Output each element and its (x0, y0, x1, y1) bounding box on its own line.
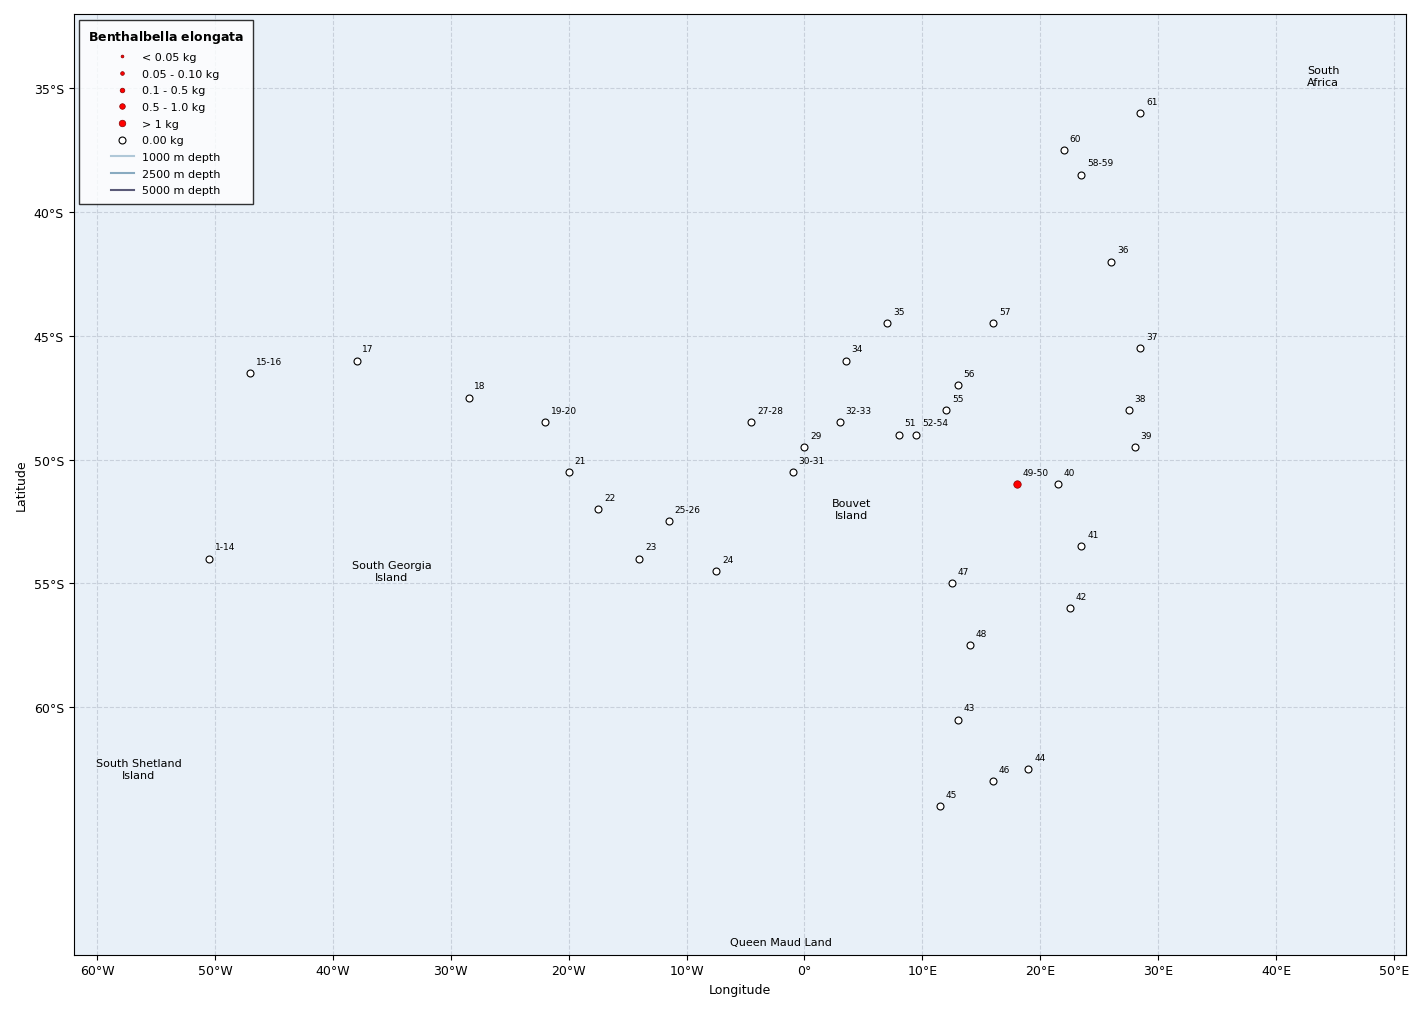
Text: 48: 48 (975, 629, 987, 638)
Text: 49-50: 49-50 (1022, 468, 1048, 477)
Text: 51: 51 (904, 419, 915, 428)
Text: 32-33: 32-33 (846, 406, 871, 416)
Text: 42: 42 (1075, 592, 1087, 602)
Text: South
Africa: South Africa (1306, 66, 1339, 88)
Text: South Shetland
Island: South Shetland Island (96, 758, 181, 780)
Text: 27-28: 27-28 (757, 406, 783, 416)
Text: 34: 34 (851, 345, 863, 354)
Text: 40: 40 (1064, 468, 1075, 477)
Text: 30-31: 30-31 (799, 456, 824, 465)
Text: 21: 21 (575, 456, 586, 465)
Text: 17: 17 (362, 345, 374, 354)
Text: 18: 18 (475, 382, 486, 391)
Text: 1-14: 1-14 (215, 543, 235, 552)
Text: 24: 24 (722, 555, 733, 564)
Text: 19-20: 19-20 (550, 406, 578, 416)
Text: South Georgia
Island: South Georgia Island (352, 561, 432, 582)
Text: 15-16: 15-16 (257, 357, 282, 366)
Text: 55: 55 (951, 394, 964, 403)
Text: 45: 45 (945, 790, 957, 799)
Text: 60: 60 (1070, 134, 1081, 144)
Text: 38: 38 (1135, 394, 1147, 403)
Text: 57: 57 (1000, 307, 1011, 316)
Text: 47: 47 (958, 567, 970, 576)
Text: Queen Maud Land: Queen Maud Land (730, 937, 831, 947)
Legend: < 0.05 kg, 0.05 - 0.10 kg, 0.1 - 0.5 kg, 0.5 - 1.0 kg, > 1 kg, 0.00 kg, 1000 m d: < 0.05 kg, 0.05 - 0.10 kg, 0.1 - 0.5 kg,… (80, 20, 252, 205)
Text: 35: 35 (893, 307, 904, 316)
X-axis label: Longitude: Longitude (709, 983, 771, 996)
Text: 36: 36 (1117, 246, 1128, 255)
Text: Bouvet
Island: Bouvet Island (831, 498, 871, 521)
Text: 58-59: 58-59 (1088, 160, 1114, 168)
Y-axis label: Latitude: Latitude (16, 459, 29, 511)
Text: 46: 46 (1000, 765, 1011, 774)
Text: 52-54: 52-54 (923, 419, 948, 428)
Text: 44: 44 (1034, 753, 1045, 762)
Text: 39: 39 (1141, 432, 1152, 441)
Text: 29: 29 (810, 432, 821, 441)
Text: 37: 37 (1147, 333, 1158, 342)
Text: 25-26: 25-26 (674, 506, 700, 515)
Text: 41: 41 (1088, 531, 1099, 539)
Text: 56: 56 (964, 370, 975, 378)
Text: 61: 61 (1147, 97, 1158, 106)
Text: 22: 22 (605, 493, 616, 502)
Text: 23: 23 (646, 543, 657, 552)
Text: 43: 43 (964, 704, 975, 713)
